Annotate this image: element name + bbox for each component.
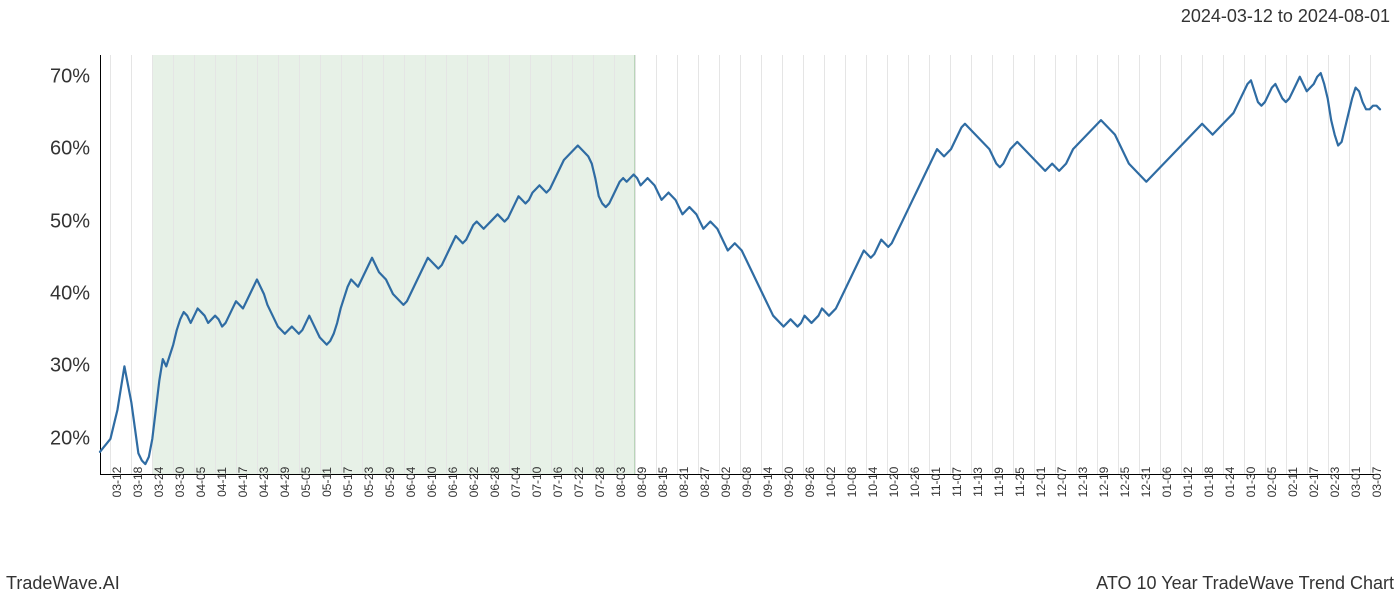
x-tick-label: 02-23 bbox=[1328, 467, 1342, 498]
line-series-svg bbox=[100, 55, 1380, 475]
y-tick-label: 20% bbox=[10, 427, 90, 450]
y-tick-label: 30% bbox=[10, 355, 90, 378]
x-tick-label: 03-07 bbox=[1370, 467, 1384, 498]
y-tick-label: 60% bbox=[10, 138, 90, 161]
x-tick-label: 12-31 bbox=[1139, 467, 1153, 498]
chart-container: { "header": { "date_range": "2024-03-12 … bbox=[0, 0, 1400, 600]
x-tick-label: 11-01 bbox=[929, 467, 943, 497]
x-tick-label: 01-18 bbox=[1202, 467, 1216, 498]
x-tick-label: 10-08 bbox=[845, 467, 859, 498]
x-tick-label: 03-01 bbox=[1349, 467, 1363, 498]
x-tick-label: 06-22 bbox=[467, 467, 481, 498]
x-tick-label: 08-15 bbox=[656, 467, 670, 498]
x-tick-label: 02-11 bbox=[1286, 467, 1300, 497]
x-tick-label: 10-14 bbox=[866, 467, 880, 498]
x-tick-label: 09-08 bbox=[740, 467, 754, 498]
x-tick-label: 04-11 bbox=[215, 467, 229, 497]
x-tick-label: 08-21 bbox=[677, 467, 691, 498]
x-tick-label: 05-05 bbox=[299, 467, 313, 498]
x-tick-label: 11-07 bbox=[950, 467, 964, 497]
x-tick-label: 12-25 bbox=[1118, 467, 1132, 498]
x-tick-label: 08-03 bbox=[614, 467, 628, 498]
x-tick-label: 06-28 bbox=[488, 467, 502, 498]
x-tick-label: 07-04 bbox=[509, 467, 523, 498]
x-tick-label: 10-26 bbox=[908, 467, 922, 498]
x-tick-label: 09-20 bbox=[782, 467, 796, 498]
x-tick-label: 07-22 bbox=[572, 467, 586, 498]
x-tick-label: 04-23 bbox=[257, 467, 271, 498]
x-tick-label: 02-17 bbox=[1307, 467, 1321, 498]
x-tick-label: 03-18 bbox=[131, 467, 145, 498]
x-tick-label: 12-07 bbox=[1055, 467, 1069, 498]
x-tick-label: 01-24 bbox=[1223, 467, 1237, 498]
y-tick-label: 50% bbox=[10, 210, 90, 233]
x-tick-label: 06-10 bbox=[425, 467, 439, 498]
x-tick-label: 12-19 bbox=[1097, 467, 1111, 498]
x-tick-label: 09-14 bbox=[761, 467, 775, 498]
x-tick-label: 07-16 bbox=[551, 467, 565, 498]
line-series-path bbox=[100, 73, 1380, 464]
x-tick-label: 05-23 bbox=[362, 467, 376, 498]
x-tick-label: 01-06 bbox=[1160, 467, 1174, 498]
x-tick-label: 05-11 bbox=[320, 467, 334, 497]
x-tick-label: 06-16 bbox=[446, 467, 460, 498]
x-tick-label: 03-30 bbox=[173, 467, 187, 498]
x-tick-label: 10-20 bbox=[887, 467, 901, 498]
date-range-label: 2024-03-12 to 2024-08-01 bbox=[1181, 6, 1390, 27]
x-tick-label: 11-13 bbox=[971, 467, 985, 497]
x-tick-label: 04-17 bbox=[236, 467, 250, 498]
x-tick-label: 09-02 bbox=[719, 467, 733, 498]
chart-title-label: ATO 10 Year TradeWave Trend Chart bbox=[1096, 573, 1394, 594]
x-tick-label: 08-27 bbox=[698, 467, 712, 498]
x-tick-label: 02-05 bbox=[1265, 467, 1279, 498]
x-tick-label: 01-30 bbox=[1244, 467, 1258, 498]
chart-plot-area bbox=[100, 55, 1380, 475]
x-tick-label: 07-28 bbox=[593, 467, 607, 498]
x-tick-label: 10-02 bbox=[824, 467, 838, 498]
x-tick-label: 05-29 bbox=[383, 467, 397, 498]
x-tick-label: 04-29 bbox=[278, 467, 292, 498]
x-tick-label: 01-12 bbox=[1181, 467, 1195, 498]
x-tick-label: 03-24 bbox=[152, 467, 166, 498]
x-tick-label: 06-04 bbox=[404, 467, 418, 498]
x-tick-label: 09-26 bbox=[803, 467, 817, 498]
x-tick-label: 05-17 bbox=[341, 467, 355, 498]
brand-label: TradeWave.AI bbox=[6, 573, 120, 594]
x-tick-label: 11-25 bbox=[1013, 467, 1027, 497]
y-tick-label: 70% bbox=[10, 65, 90, 88]
x-tick-label: 07-10 bbox=[530, 467, 544, 498]
x-tick-label: 08-09 bbox=[635, 467, 649, 498]
x-tick-label: 12-13 bbox=[1076, 467, 1090, 498]
x-tick-label: 11-19 bbox=[992, 467, 1006, 497]
y-tick-label: 40% bbox=[10, 282, 90, 305]
x-tick-label: 04-05 bbox=[194, 467, 208, 498]
x-tick-label: 12-01 bbox=[1034, 467, 1048, 498]
x-tick-label: 03-12 bbox=[110, 467, 124, 498]
